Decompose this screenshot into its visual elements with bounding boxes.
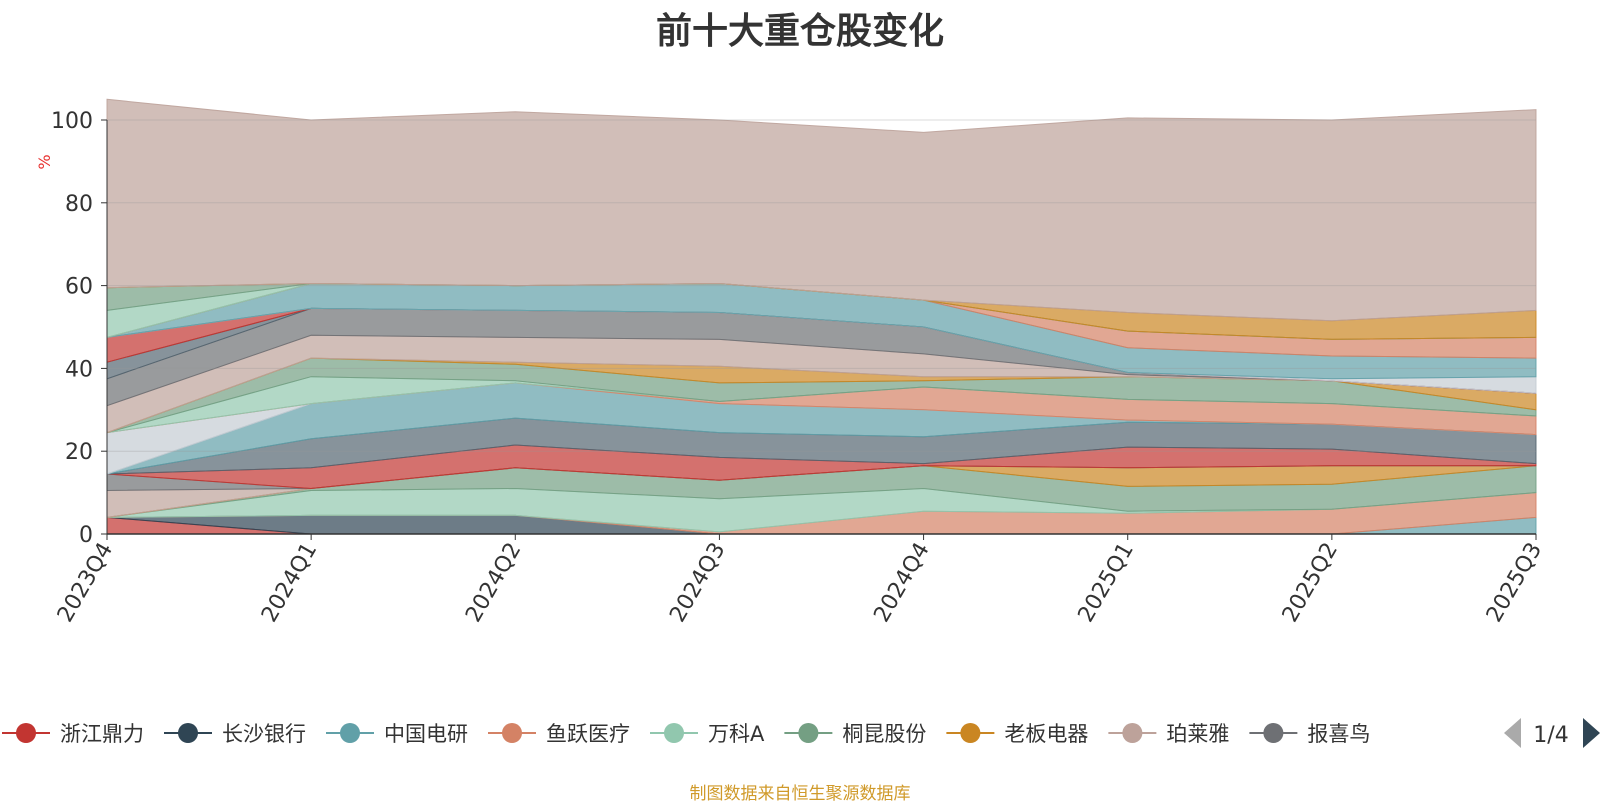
y-tick-label: 60 [65, 275, 93, 300]
legend-marker-icon [1263, 723, 1284, 743]
y-tick-label: 0 [79, 523, 93, 548]
x-tick-label: 2024Q3 [665, 539, 730, 627]
y-axis-unit-label: % [35, 154, 54, 169]
x-tick-label: 2025Q1 [1074, 539, 1139, 627]
triangle-right-icon[interactable] [1583, 718, 1600, 748]
area-series-layer [106, 98, 1537, 535]
legend-marker-icon [340, 723, 360, 743]
x-tick-label: 2024Q4 [869, 539, 934, 627]
legend-marker-icon [178, 723, 198, 743]
legend-marker-icon [502, 723, 522, 743]
legend-item[interactable]: 鱼跃医疗 [488, 722, 630, 746]
x-tick-label: 2024Q2 [461, 539, 526, 627]
x-tick-label: 2025Q3 [1482, 539, 1547, 627]
area-series-28[interactable] [106, 98, 1537, 322]
legend-item[interactable]: 浙江鼎力 [2, 722, 144, 746]
y-tick-label: 20 [65, 440, 93, 465]
legend-label: 老板电器 [1004, 722, 1088, 746]
legend-label: 鱼跃医疗 [546, 722, 630, 746]
triangle-left-icon[interactable] [1504, 718, 1521, 748]
legend-item[interactable]: 老板电器 [946, 722, 1088, 746]
x-tick-label: 2024Q1 [257, 539, 322, 627]
legend-label: 桐昆股份 [842, 722, 926, 746]
legend-label: 万科A [708, 722, 765, 746]
legend-item[interactable]: 中国电研 [326, 722, 468, 746]
legend[interactable]: 浙江鼎力 长沙银行 中国电研 鱼跃医疗 万科A 桐昆股份 老板电器 珀莱雅 报喜鸟 [2, 722, 1370, 746]
data-source-note: 制图数据来自恒生聚源数据库 [689, 784, 911, 804]
chart-title: 前十大重仓股变化 [655, 11, 944, 52]
legend-page-indicator: 1/4 [1533, 723, 1568, 748]
legend-marker-icon [1122, 723, 1143, 743]
legend-item[interactable]: 万科A [650, 722, 765, 746]
legend-marker-icon [798, 723, 819, 743]
legend-pager[interactable]: 1/4 [1504, 718, 1600, 748]
legend-label: 珀莱雅 [1166, 722, 1229, 746]
legend-marker-icon [664, 723, 684, 743]
legend-marker-icon [16, 723, 36, 743]
legend-label: 浙江鼎力 [60, 722, 144, 746]
legend-label: 长沙银行 [222, 722, 306, 746]
legend-item[interactable]: 珀莱雅 [1108, 722, 1229, 746]
grid-lines [107, 119, 1536, 452]
y-tick-label: 100 [51, 109, 93, 134]
legend-item[interactable]: 长沙银行 [164, 722, 306, 746]
legend-marker-icon [960, 723, 981, 743]
y-tick-label: 40 [65, 357, 93, 382]
x-tick-label: 2023Q4 [53, 539, 118, 627]
legend-item[interactable]: 报喜鸟 [1249, 722, 1370, 746]
legend-label: 报喜鸟 [1307, 722, 1370, 746]
legend-item[interactable]: 桐昆股份 [784, 722, 926, 746]
x-tick-label: 2025Q2 [1278, 539, 1343, 627]
y-tick-label: 80 [65, 192, 93, 217]
legend-label: 中国电研 [384, 722, 468, 746]
